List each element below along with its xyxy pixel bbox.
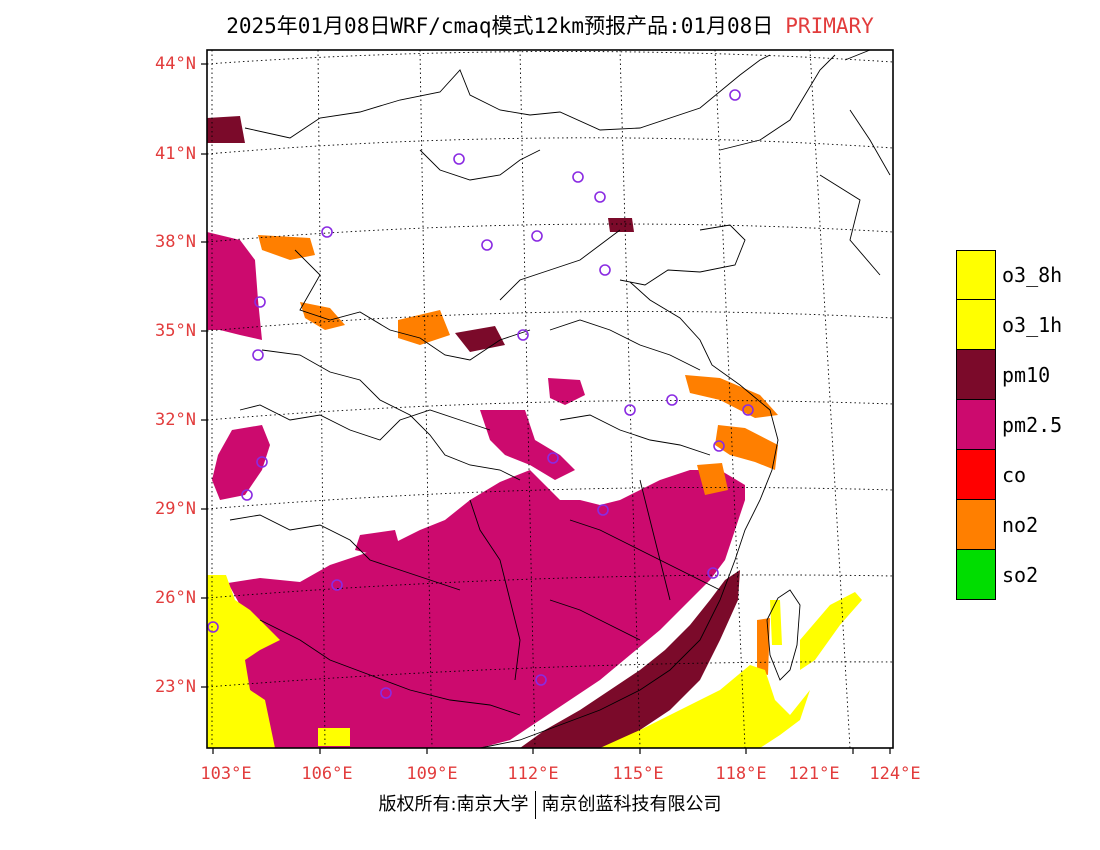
lon-label-124e: 124°E	[869, 764, 921, 784]
legend-swatch	[956, 300, 996, 350]
no2-patch-shanghai	[715, 425, 778, 470]
pm25-region-south	[228, 470, 745, 748]
pm25-region-west	[207, 232, 262, 340]
lat-label-32n: 32°N	[155, 410, 196, 430]
legend-item-co: co	[956, 450, 1096, 500]
title-text: 2025年01月08日WRF/cmaq模式12km预报产品:01月08日	[226, 14, 774, 38]
lat-label-44n: 44°N	[155, 54, 196, 74]
o3-region-east-sea	[800, 592, 862, 670]
lon-label-103e: 103°E	[200, 764, 252, 784]
axis-ticks	[201, 63, 891, 754]
primary-pollutant-label: PRIMARY	[785, 14, 874, 38]
lat-label-26n: 26°N	[155, 588, 196, 608]
lon-label-115e: 115°E	[612, 764, 664, 784]
legend-label: pm10	[1002, 363, 1051, 387]
no2-patch-central	[398, 310, 450, 345]
pm25-west-spot	[355, 530, 400, 555]
lon-label-112e: 112°E	[507, 764, 559, 784]
pm25-region-sichuan	[212, 425, 270, 500]
lat-label-41n: 41°N	[155, 144, 196, 164]
legend-label: no2	[1002, 513, 1039, 537]
coastlines-and-borders	[229, 49, 891, 749]
legend-label: co	[1002, 463, 1027, 487]
legend-swatch	[956, 500, 996, 550]
pm25-east-spot	[548, 378, 585, 405]
lat-label-35n: 35°N	[155, 321, 196, 341]
o3-strip-taiwan	[770, 600, 782, 645]
o3-region-yunnan	[207, 575, 280, 748]
legend-swatch	[956, 450, 996, 500]
legend-item-so2: so2	[956, 550, 1096, 600]
copyright-text: 版权所有:南京大学	[378, 794, 529, 815]
no2-patch-taiwan	[757, 618, 770, 675]
no2-patch-shaanxi	[300, 302, 345, 330]
legend-swatch	[956, 350, 996, 400]
lat-label-29n: 29°N	[155, 499, 196, 519]
lon-label-106e: 106°E	[301, 764, 353, 784]
pm10-ne-patch	[608, 218, 634, 232]
pollutant-fields	[207, 116, 862, 748]
legend-swatch	[956, 400, 996, 450]
station-markers	[207, 89, 754, 699]
footer-separator	[534, 791, 536, 819]
legend-swatch	[956, 250, 996, 300]
o3-patch-guangxi	[318, 728, 350, 746]
pollutant-legend: o3_8h o3_1h pm10 pm2.5 co no2 so2	[956, 250, 1096, 600]
legend-label: o3_1h	[1002, 313, 1063, 337]
copyright-footer: 版权所有:南京大学 南京创蓝科技有限公司	[0, 790, 1100, 819]
legend-label: o3_8h	[1002, 263, 1063, 287]
o3-region-south-sea	[600, 665, 810, 748]
no2-patch-jiangsu	[685, 375, 778, 418]
company-name: 南京创蓝科技有限公司	[541, 794, 722, 815]
no2-patch-ningxia	[258, 235, 315, 260]
legend-label: so2	[1002, 563, 1039, 587]
legend-item-pm10: pm10	[956, 350, 1096, 400]
map-frame	[206, 49, 894, 749]
pm10-north-patch	[207, 116, 245, 143]
lon-label-109e: 109°E	[406, 764, 458, 784]
lon-label-118e: 118°E	[715, 764, 767, 784]
legend-label: pm2.5	[1002, 413, 1063, 437]
legend-item-o3-8h: o3_8h	[956, 250, 1096, 300]
map-title: 2025年01月08日WRF/cmaq模式12km预报产品:01月08日 PRIM…	[0, 10, 1100, 40]
legend-swatch	[956, 550, 996, 600]
lat-label-23n: 23°N	[155, 677, 196, 697]
pm10-coastal-band	[520, 570, 740, 748]
legend-item-o3-1h: o3_1h	[956, 300, 1096, 350]
lat-label-38n: 38°N	[155, 232, 196, 252]
legend-item-pm25: pm2.5	[956, 400, 1096, 450]
lon-label-121e: 121°E	[788, 764, 840, 784]
legend-item-no2: no2	[956, 500, 1096, 550]
